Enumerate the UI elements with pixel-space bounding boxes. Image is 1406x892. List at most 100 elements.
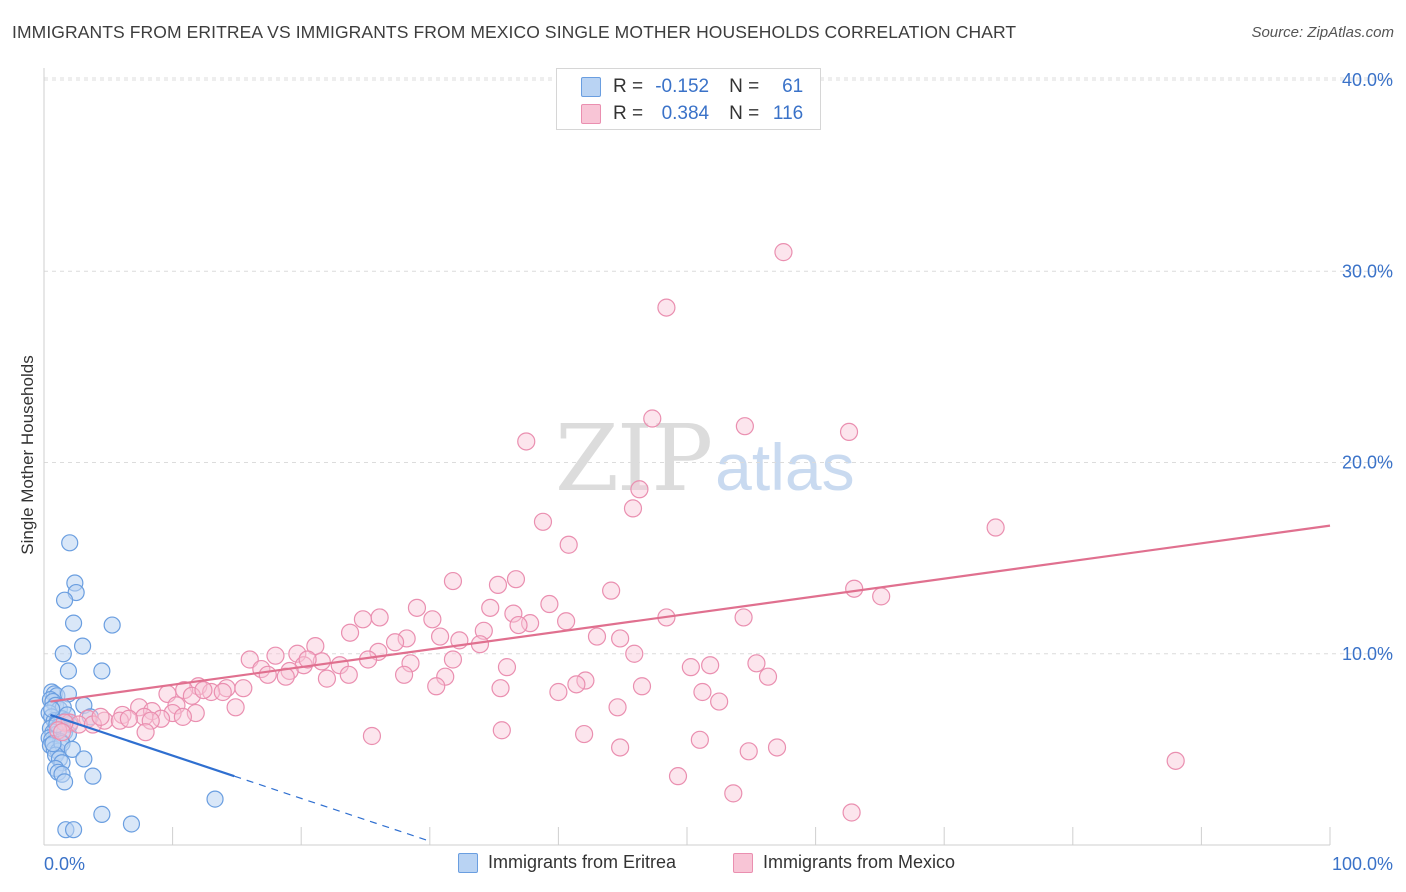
mexico-point <box>401 654 420 673</box>
eritrea-legend-swatch <box>458 852 478 873</box>
mexico-point <box>91 707 110 726</box>
mexico-point <box>845 579 864 598</box>
mexico-point <box>1166 751 1185 770</box>
chart-title: IMMIGRANTS FROM ERITREA VS IMMIGRANTS FR… <box>12 22 1017 42</box>
legend-label-eritrea: Immigrants from Eritrea <box>488 852 677 872</box>
mexico-point <box>234 679 253 698</box>
x-tick-label: 100.0% <box>1332 854 1393 874</box>
mexico-point <box>443 571 463 591</box>
mexico-point <box>576 671 595 690</box>
mexico-point <box>758 667 778 686</box>
eritrea-point <box>63 740 81 758</box>
mexico-point <box>668 767 688 786</box>
mexico-point <box>681 658 700 677</box>
mexico-point <box>427 677 446 696</box>
mexico-point <box>362 726 382 746</box>
mexico-point <box>735 417 754 436</box>
mexico-point <box>734 608 753 627</box>
gridlines <box>44 77 1392 655</box>
mexico-point <box>608 698 627 717</box>
mexico-point <box>602 581 621 600</box>
trend-lines <box>50 524 1331 842</box>
mexico-point <box>611 629 630 648</box>
mexico-point <box>141 711 160 730</box>
mexico-point <box>839 422 859 441</box>
legend-row-mexico: R = 0.384 N = 116 <box>581 103 803 125</box>
mexico-point <box>767 738 787 757</box>
mexico-point <box>423 610 442 629</box>
mexico-point <box>173 707 192 726</box>
mexico-point <box>298 650 317 669</box>
mexico-point <box>288 644 307 663</box>
tick-labels: 10.0% 20.0% 30.0% 40.0% 0.0% 100.0% <box>44 70 1393 874</box>
eritrea-point <box>59 662 78 680</box>
n-label: N = <box>729 76 760 97</box>
mexico-point <box>491 679 510 698</box>
mexico-point <box>575 724 594 744</box>
mexico-point <box>481 598 500 617</box>
mexico-point <box>540 594 559 614</box>
eritrea-trend-line <box>50 713 235 778</box>
eritrea-point <box>55 591 74 609</box>
eritrea-point <box>61 534 79 552</box>
mexico-point <box>690 730 709 749</box>
mexico-point <box>611 738 630 757</box>
mexico-point <box>397 629 416 648</box>
y-tick-label: 10.0% <box>1342 644 1393 664</box>
mexico-point <box>394 665 414 684</box>
r-label: R = <box>613 103 644 124</box>
eritrea-swatch <box>581 77 601 97</box>
mexico-point <box>533 512 553 531</box>
mexico-point <box>213 682 232 702</box>
mexico-swatch <box>581 104 601 124</box>
mexico-point <box>385 633 405 652</box>
r-value: -0.152 <box>655 76 710 97</box>
y-tick-label: 20.0% <box>1342 453 1393 473</box>
mexico-point <box>747 654 766 673</box>
eritrea-point <box>55 773 74 791</box>
mexico-point <box>340 623 360 642</box>
series-eritrea <box>40 534 224 839</box>
eritrea-point <box>93 662 111 680</box>
mexico-point <box>657 298 676 317</box>
mexico-point <box>488 575 508 595</box>
mexico-point <box>110 711 129 730</box>
eritrea-point <box>64 821 83 839</box>
mexico-point <box>370 608 389 627</box>
eritrea-point <box>64 614 83 632</box>
mexico-point <box>872 587 891 606</box>
mexico-point <box>430 627 450 646</box>
mexico-point <box>701 656 720 675</box>
mexico-point <box>549 682 568 702</box>
eritrea-point <box>206 790 224 808</box>
mexico-point <box>774 243 793 262</box>
n-value: 61 <box>782 76 804 97</box>
mexico-point <box>163 703 182 723</box>
mexico-point <box>693 682 712 702</box>
mexico-point <box>517 432 536 451</box>
eritrea-point <box>93 805 111 824</box>
mexico-point <box>521 614 540 633</box>
mexico-point <box>632 677 652 696</box>
mexico-point <box>559 535 578 554</box>
r-label: R = <box>613 76 644 97</box>
n-label: N = <box>729 103 760 124</box>
y-tick-label: 30.0% <box>1342 261 1393 281</box>
mexico-point <box>724 784 743 803</box>
mexico-point <box>339 665 358 684</box>
mexico-legend-swatch <box>733 852 753 873</box>
mexico-point <box>474 621 493 640</box>
mexico-trend-line <box>50 524 1331 703</box>
axes <box>43 68 1331 846</box>
legend-row-eritrea: R = -0.152 N = 61 <box>581 76 803 98</box>
series-legend: Immigrants from Eritrea Immigrants from … <box>0 852 1406 876</box>
legend-item-eritrea: Immigrants from Eritrea <box>458 852 676 873</box>
mexico-point <box>497 658 517 677</box>
mexico-point <box>630 480 649 499</box>
mexico-point <box>317 669 337 688</box>
eritrea-trend-extension <box>234 775 430 842</box>
eritrea-point <box>103 616 121 634</box>
mexico-point <box>52 723 72 742</box>
mexico-point <box>266 646 285 665</box>
